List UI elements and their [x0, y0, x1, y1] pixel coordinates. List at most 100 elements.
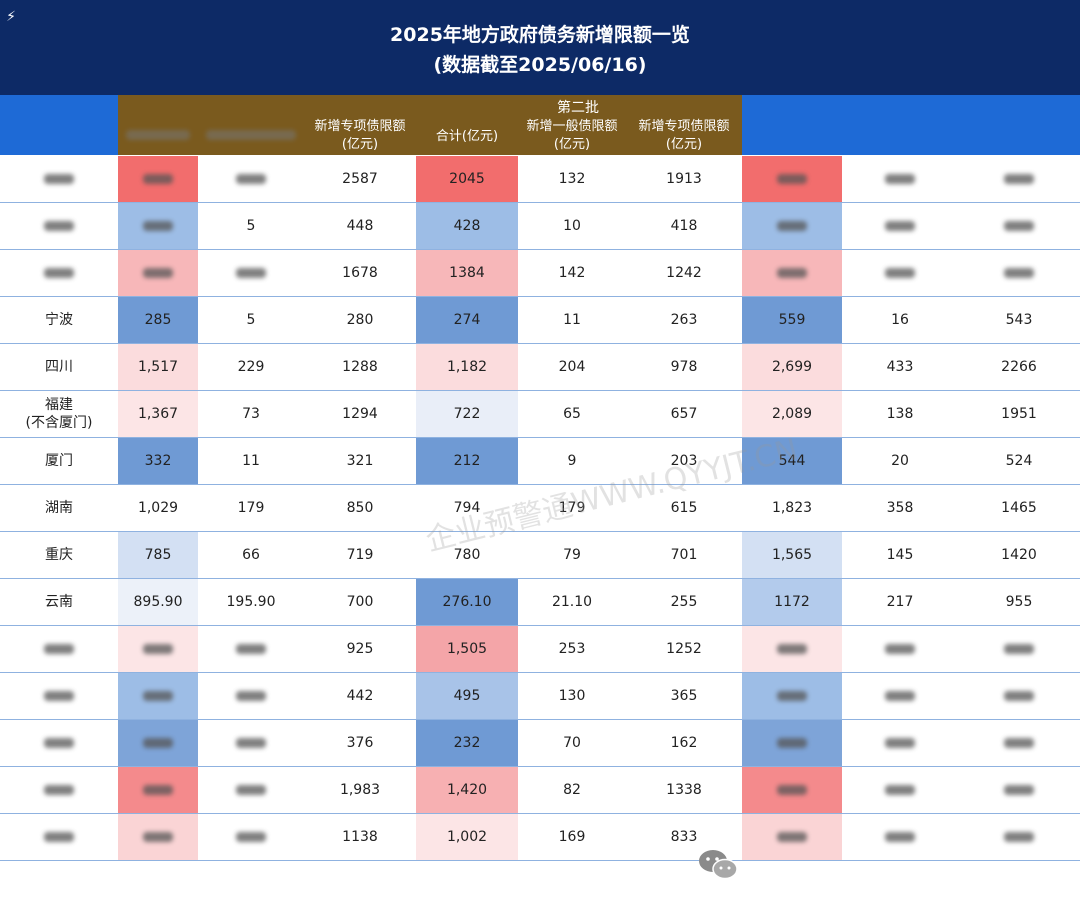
- column-header-3: 新增专项债限额 (亿元): [314, 119, 406, 152]
- table-cell: [118, 203, 198, 249]
- table-cell: 195.90: [226, 594, 276, 610]
- table-cell: 1465: [1001, 500, 1037, 516]
- obscured-value: [1004, 174, 1034, 184]
- obscured-value: [143, 738, 173, 748]
- table-cell: 780: [416, 532, 518, 578]
- row-divider: [0, 437, 1080, 438]
- obscured-value: [1004, 738, 1034, 748]
- table-cell: 1138: [342, 829, 378, 845]
- table-cell: 162: [670, 735, 698, 751]
- obscured-value: [44, 221, 74, 231]
- table-cell: 204: [558, 359, 586, 375]
- table-cell: 1,565: [742, 532, 842, 578]
- table-cell: 5: [246, 218, 256, 234]
- table-cell: 1338: [666, 782, 702, 798]
- table-cell: [118, 626, 198, 672]
- table-cell: 179: [558, 500, 586, 516]
- table-cell: [742, 203, 842, 249]
- table-cell: [958, 250, 1080, 296]
- row-divider: [0, 766, 1080, 767]
- table-cell: 1,420: [416, 767, 518, 813]
- table-cell: 217: [886, 594, 914, 610]
- table-cell: 1172: [742, 579, 842, 625]
- table-cell: 130: [558, 688, 586, 704]
- table-cell: 229: [237, 359, 265, 375]
- table-cell: 1,983: [339, 782, 381, 798]
- obscured-value: [143, 785, 173, 795]
- table-cell: 794: [416, 485, 518, 531]
- obscured-value: [44, 785, 74, 795]
- obscured-value: [777, 268, 807, 278]
- obscured-value: [885, 738, 915, 748]
- table-cell: 428: [416, 203, 518, 249]
- table-cell: 66: [242, 547, 260, 563]
- table-cell: [118, 250, 198, 296]
- table-cell: 9: [567, 453, 577, 469]
- obscured-value: [143, 691, 173, 701]
- table-cell: [0, 250, 118, 296]
- table-cell: [742, 156, 842, 202]
- table-cell: 1,367: [118, 391, 198, 437]
- table-cell: 276.10: [416, 579, 518, 625]
- table-cell: 2266: [1001, 359, 1037, 375]
- row-divider: [0, 813, 1080, 814]
- table-cell: 895.90: [118, 579, 198, 625]
- table-cell: [842, 767, 958, 813]
- table-cell: 2045: [416, 156, 518, 202]
- table-cell: 1,517: [118, 344, 198, 390]
- table-cell: 福建 (不含厦门): [25, 397, 93, 431]
- table-cell: 1,002: [416, 814, 518, 860]
- column-header-5: 新增一般债限额 (亿元): [526, 119, 618, 152]
- obscured-value: [777, 832, 807, 842]
- table-cell: [118, 814, 198, 860]
- table-cell: 559: [742, 297, 842, 343]
- wechat-icon: [699, 850, 738, 880]
- row-divider: [0, 484, 1080, 485]
- column-header-8: [842, 118, 958, 154]
- table-cell: [118, 673, 198, 719]
- table-cell: 1252: [666, 641, 702, 657]
- obscured-value: [236, 268, 266, 278]
- table-cell: 132: [558, 171, 586, 187]
- obscured-value: [777, 174, 807, 184]
- table-cell: 701: [670, 547, 698, 563]
- table-cell: 433: [886, 359, 914, 375]
- table-cell: 21.10: [551, 594, 593, 610]
- obscured-value: [777, 738, 807, 748]
- table-cell: 1,029: [118, 485, 198, 531]
- table-cell: 65: [563, 406, 581, 422]
- table-cell: 321: [346, 453, 374, 469]
- table-cell: 1242: [666, 265, 702, 281]
- table-cell: [958, 203, 1080, 249]
- table-cell: 1,505: [416, 626, 518, 672]
- obscured-value: [44, 174, 74, 184]
- table-cell: 418: [670, 218, 698, 234]
- table-header-batch-group: [118, 95, 742, 155]
- table-cell: 82: [563, 782, 581, 798]
- app-logo-icon: ⚡: [6, 9, 16, 25]
- page-subtitle: (数据截至2025/06/16): [433, 54, 647, 76]
- table-cell: 20: [891, 453, 909, 469]
- table-cell: 285: [118, 297, 198, 343]
- table-cell: [118, 720, 198, 766]
- table-cell: 657: [670, 406, 698, 422]
- table-cell: [742, 673, 842, 719]
- table-cell: 70: [563, 735, 581, 751]
- table-cell: 722: [416, 391, 518, 437]
- table-cell: 280: [346, 312, 374, 328]
- table-cell: 615: [670, 500, 698, 516]
- obscured-value: [236, 691, 266, 701]
- table-cell: 1294: [342, 406, 378, 422]
- obscured-value: [1004, 268, 1034, 278]
- table-cell: [198, 250, 304, 296]
- table-cell: 5: [246, 312, 256, 328]
- table-cell: 365: [670, 688, 698, 704]
- table-cell: 145: [886, 547, 914, 563]
- obscured-value: [1004, 785, 1034, 795]
- table-cell: 448: [346, 218, 374, 234]
- table-cell: 11: [242, 453, 260, 469]
- obscured-value: [143, 174, 173, 184]
- obscured-value: [885, 785, 915, 795]
- row-divider: [0, 249, 1080, 250]
- table-cell: 138: [886, 406, 914, 422]
